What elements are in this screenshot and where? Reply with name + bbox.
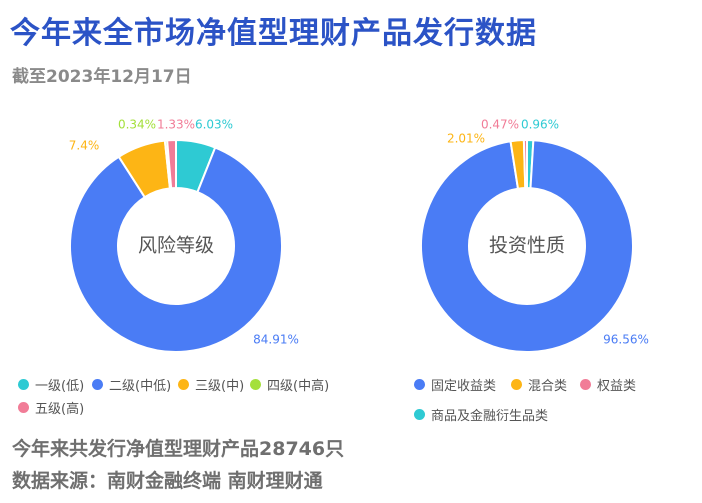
donut-slice-1-1[interactable] (420, 139, 634, 353)
slice-value-label: 7.4% (69, 139, 100, 153)
legend-label: 权益类 (597, 379, 637, 394)
legend-label: 二级(中低) (109, 379, 172, 394)
slice-value-label: 2.01% (447, 132, 485, 146)
slice-value-label: 1.33% (157, 118, 195, 132)
legend-swatch (178, 379, 189, 390)
legend-label: 商品及金融衍生品类 (431, 409, 549, 424)
slice-value-label: 84.91% (253, 333, 299, 347)
legend-item-risk-5[interactable]: 五级(高) (18, 398, 84, 417)
legend-item-risk-3[interactable]: 三级(中) (178, 375, 244, 394)
slice-value-label: 6.03% (195, 118, 233, 132)
date-subtitle: 截至2023年12月17日 (12, 67, 192, 87)
legend-item-risk-4[interactable]: 四级(中高) (250, 375, 329, 394)
legend-swatch (92, 379, 103, 390)
legend-label: 固定收益类 (431, 379, 497, 394)
legend-swatch (414, 379, 425, 390)
legend-item-risk-2[interactable]: 二级(中低) (92, 375, 171, 394)
slice-value-label: 0.34% (118, 118, 156, 132)
page-title: 今年来全市场净值型理财产品发行数据 (10, 16, 537, 51)
legend-label: 一级(低) (35, 379, 85, 394)
risk-level-donut: 6.03% 84.91% 7.4% 0.34% 1.33% 风险等级 (69, 118, 299, 353)
legend-label: 四级(中高) (267, 379, 330, 394)
data-source-text: 数据来源：南财金融终端 南财理财通 (12, 470, 323, 492)
legend-swatch (511, 379, 522, 390)
donut-slice-0-1[interactable] (69, 146, 283, 353)
slice-value-label: 96.56% (603, 333, 649, 347)
donut-slice-0-4[interactable] (166, 138, 177, 190)
legend-item-risk-1[interactable]: 一级(低) (18, 375, 84, 394)
slice-value-label: 0.96% (521, 118, 559, 132)
legend-swatch (414, 409, 425, 420)
legend-label: 混合类 (528, 379, 568, 394)
legend-swatch (18, 402, 29, 413)
legend-swatch (580, 379, 591, 390)
donut-center-label: 投资性质 (489, 235, 565, 257)
donut-slice-1-3[interactable] (522, 138, 528, 190)
legend-item-fixed-income[interactable]: 固定收益类 (414, 375, 496, 394)
legend-item-commodity[interactable]: 商品及金融衍生品类 (414, 405, 548, 424)
legend-swatch (250, 379, 261, 390)
investment-type-donut: 0.96% 96.56% 2.01%0.47% 投资性质 (420, 118, 649, 353)
legend-item-mixed[interactable]: 混合类 (511, 375, 567, 394)
slice-value-label: 0.47% (481, 118, 519, 132)
donut-center-label: 风险等级 (138, 235, 214, 257)
legend-item-equity[interactable]: 权益类 (580, 375, 636, 394)
legend-swatch (18, 379, 29, 390)
total-issued-text: 今年来共发行净值型理财产品28746只 (12, 438, 345, 460)
legend-label: 五级(高) (35, 402, 85, 417)
legend-label: 三级(中) (195, 379, 245, 394)
